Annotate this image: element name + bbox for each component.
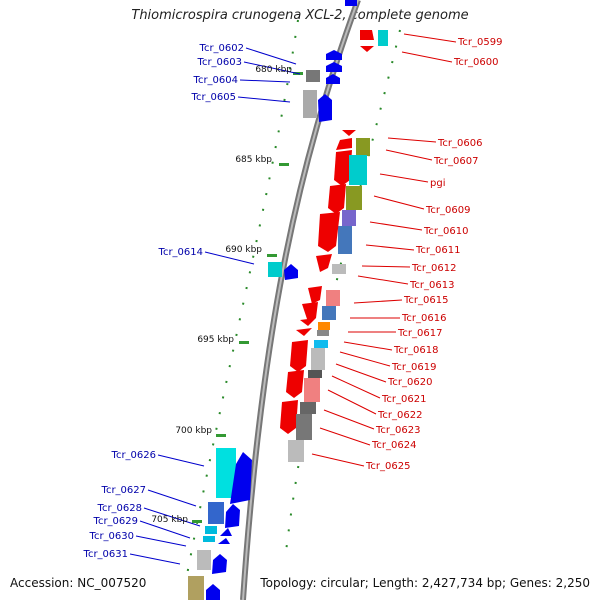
accession-label: Accession: NC_007520: [10, 576, 147, 590]
gene-label-right[interactable]: Tcr_0623: [375, 425, 420, 436]
kbp-label: 705 kbp: [151, 515, 188, 525]
gene-label-left[interactable]: Tcr_0631: [83, 549, 128, 560]
gene-label-right[interactable]: Tcr_0618: [393, 345, 438, 356]
kbp-label: 690 kbp: [225, 245, 262, 255]
map-title: Thiomicrospira crunogena XCL-2, complete…: [131, 8, 469, 23]
gene-label-right[interactable]: Tcr_0615: [403, 295, 448, 306]
gene-label-right[interactable]: Tcr_0620: [387, 377, 432, 388]
gene-label-right[interactable]: Tcr_0616: [401, 313, 446, 324]
gene-label-left[interactable]: Tcr_0614: [158, 247, 203, 258]
gene-label-right[interactable]: Tcr_0611: [415, 245, 460, 256]
gene-label-left[interactable]: Tcr_0602: [199, 43, 244, 54]
gene-label-left[interactable]: Tcr_0626: [111, 450, 156, 461]
gene-label-right[interactable]: Tcr_0600: [453, 57, 498, 68]
genome-backbone: [240, 0, 361, 600]
topology-label: Topology: circular; Length: 2,427,734 bp…: [260, 576, 590, 590]
gene-label-right[interactable]: Tcr_0613: [409, 280, 454, 291]
right-leader-lines: [311, 33, 457, 467]
gene-label-right[interactable]: pgi: [430, 178, 445, 189]
gene-label-left[interactable]: Tcr_0630: [89, 531, 134, 542]
gene-label-left[interactable]: Tcr_0628: [97, 503, 142, 514]
outer-dotted-track: [284, 29, 401, 561]
gene-label-right[interactable]: Tcr_0612: [411, 263, 456, 274]
forward-strand-genes[interactable]: [188, 0, 357, 600]
gene-label-right[interactable]: Tcr_0599: [457, 37, 502, 48]
gene-label-left[interactable]: Tcr_0605: [191, 92, 236, 103]
gene-label-right[interactable]: Tcr_0624: [371, 440, 416, 451]
gene-label-left[interactable]: Tcr_0627: [101, 485, 146, 496]
gene-label-right[interactable]: Tcr_0607: [433, 156, 478, 167]
kbp-label: 695 kbp: [197, 335, 234, 345]
gene-label-right[interactable]: Tcr_0617: [397, 328, 442, 339]
gene-label-left[interactable]: Tcr_0629: [93, 516, 138, 527]
gene-label-right[interactable]: Tcr_0621: [381, 394, 426, 405]
reverse-strand-genes[interactable]: [280, 30, 388, 462]
gene-label-right[interactable]: Tcr_0606: [437, 138, 482, 149]
kbp-labels: 680 kbp 685 kbp 690 kbp 695 kbp 700 kbp 705 k…: [151, 65, 292, 525]
kbp-label: 700 kbp: [175, 426, 212, 436]
gene-label-right[interactable]: Tcr_0619: [391, 362, 436, 373]
gene-label-right[interactable]: Tcr_0609: [425, 205, 470, 216]
kbp-label: 685 kbp: [235, 155, 272, 165]
gene-label-left[interactable]: Tcr_0604: [193, 75, 238, 86]
gene-label-right[interactable]: Tcr_0610: [423, 226, 468, 237]
left-leader-lines: [129, 47, 301, 565]
gene-label-right[interactable]: Tcr_0622: [377, 410, 422, 421]
kbp-tick-marks: [192, 72, 303, 523]
left-gene-labels[interactable]: Tcr_0602 Tcr_0603 Tcr_0604 Tcr_0605 Tcr_0614…: [83, 43, 244, 560]
gene-label-right[interactable]: Tcr_0625: [365, 461, 410, 472]
gene-label-left[interactable]: Tcr_0603: [197, 57, 242, 68]
kbp-label: 680 kbp: [255, 65, 292, 75]
